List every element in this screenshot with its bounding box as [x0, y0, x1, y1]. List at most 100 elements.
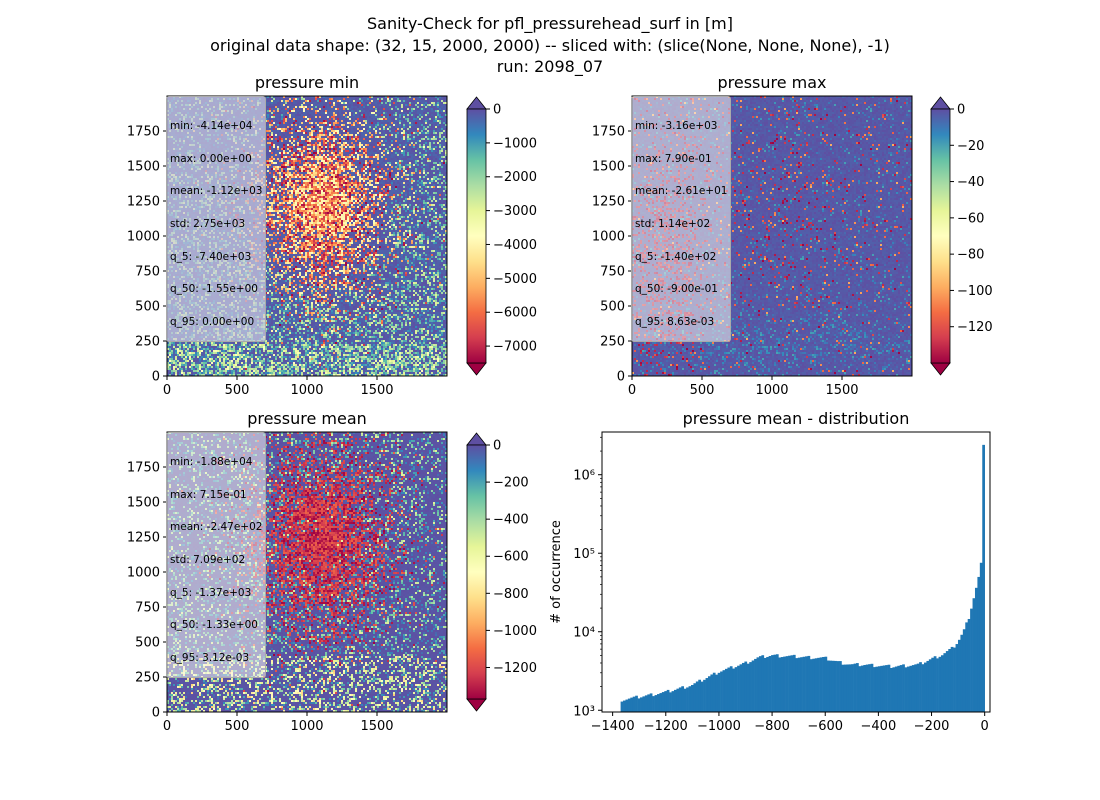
histogram-bar [851, 664, 854, 712]
colorbar-tick-label: −6000 [493, 306, 537, 321]
histogram-bar [712, 672, 716, 712]
stat-line: std: 7.09e+02 [170, 553, 246, 566]
histogram-bar [868, 664, 871, 712]
colorbar-tick-label: −40 [957, 175, 984, 190]
histogram-bar [882, 665, 886, 712]
y-tick-label: 1250 [592, 195, 625, 210]
histogram-bar [928, 659, 932, 712]
stat-line: q_95: 0.00e+00 [170, 316, 255, 329]
histogram-bar [972, 598, 976, 712]
histogram-bar [717, 672, 721, 712]
histogram-bar [907, 666, 910, 712]
histogram-bar [620, 701, 624, 712]
histogram-bar [674, 689, 677, 712]
histogram-bar [737, 665, 740, 712]
histogram-bar [953, 647, 956, 712]
y-tick-label: 1750 [127, 125, 160, 140]
histogram-bar [894, 666, 898, 712]
histogram-bar [741, 662, 745, 712]
histogram-bar [979, 562, 983, 712]
histogram-bar [749, 662, 752, 712]
histogram-bar [666, 689, 670, 712]
y-tick-label: 1000 [592, 230, 625, 245]
histogram-bar [746, 663, 750, 712]
stats-box-pressure-min: min: -4.14e+04 max: 0.00e+00 mean: -1.12… [166, 96, 267, 342]
colorbar: 0 −1000 −2000 −3000 −4000 −5000 −6000 −7000 [466, 96, 537, 376]
histogram-bar [690, 684, 694, 712]
colorbar-extend-top [466, 96, 487, 110]
x-tick-label: 0 [163, 719, 171, 734]
histogram-bar [809, 659, 813, 712]
x-tick-label: −400 [861, 719, 897, 734]
x-tick-label: 1500 [360, 383, 393, 398]
stat-line: q_50: -1.55e+00 [170, 283, 258, 296]
panel-title: pressure min [255, 73, 359, 92]
histogram-bar [659, 693, 663, 712]
histogram-bar [897, 665, 901, 712]
colorbar-body [466, 444, 487, 700]
y-tick-label: 1250 [127, 531, 160, 546]
histogram-bar [795, 658, 799, 712]
histogram-bar [775, 654, 779, 712]
figure-title-line-2: original data shape: (32, 15, 2000, 2000… [210, 36, 890, 55]
histogram-bar [790, 655, 794, 712]
y-tick-label: 1500 [127, 160, 160, 175]
histogram-bar [771, 655, 774, 712]
histogram-bar [640, 697, 643, 712]
histogram-bars [620, 444, 985, 712]
colorbar-tick-label: 0 [493, 439, 501, 454]
histogram-bar [778, 657, 782, 712]
stat-line: q_95: 8.63e-03 [635, 316, 715, 329]
histogram-bar [826, 660, 830, 712]
histogram-bar [807, 655, 811, 712]
histogram-bar [909, 665, 913, 712]
histogram-bar [676, 688, 680, 712]
x-tick-label: 0 [981, 719, 989, 734]
histogram-bar [637, 698, 641, 712]
histogram-bar [817, 657, 820, 712]
stat-line: max: 7.15e-01 [170, 488, 247, 501]
y-tick-label: 1500 [127, 496, 160, 511]
colorbar-tick-label: −200 [493, 476, 529, 491]
histogram-bar [652, 696, 655, 712]
histogram-bar [797, 657, 801, 712]
histogram-bar [751, 660, 755, 712]
stat-line: min: -1.88e+04 [170, 455, 253, 468]
x-tick-label: −200 [914, 719, 950, 734]
histogram-bar [688, 686, 692, 712]
histogram-bar [761, 655, 765, 712]
histogram-bar [683, 688, 687, 712]
x-tick-label: 500 [690, 383, 715, 398]
histogram-bar [724, 668, 728, 712]
histogram-bar [703, 679, 706, 712]
histogram-bar [931, 657, 935, 712]
histogram-bar [870, 663, 874, 712]
stat-line: std: 1.14e+02 [635, 217, 711, 230]
histogram-bar [642, 696, 646, 712]
y-tick-label: 10⁴ [573, 626, 595, 641]
histogram-bar [647, 694, 651, 712]
histogram-bar [843, 664, 847, 712]
figure-title-line-3: run: 2098_07 [496, 57, 604, 76]
stat-line: mean: -1.12e+03 [170, 185, 263, 198]
histogram-bar [865, 664, 869, 712]
histogram-bar [846, 664, 850, 712]
x-tick-label: 1500 [825, 383, 858, 398]
histogram-bar [974, 587, 978, 712]
histogram-panel: pressure mean - distribution # of occurre… [549, 409, 991, 734]
histogram-bar [739, 664, 743, 712]
histogram-bar [839, 661, 842, 712]
y-tick-label: 250 [135, 335, 160, 350]
colorbar: 0 −20 −40 −60 −80 −100 −120 [930, 96, 993, 376]
histogram-bar [824, 656, 828, 712]
histogram-bar [705, 678, 709, 712]
histogram-bar [773, 654, 777, 712]
histogram-bar [875, 666, 879, 712]
histogram-bar [940, 655, 944, 712]
panel-title: pressure mean [247, 409, 367, 428]
colorbar-tick-label: −20 [957, 139, 984, 154]
colorbar-tick-label: −80 [957, 248, 984, 263]
histogram-bar [982, 444, 985, 712]
histogram-bar [977, 576, 981, 712]
y-tick-label: 750 [135, 601, 160, 616]
